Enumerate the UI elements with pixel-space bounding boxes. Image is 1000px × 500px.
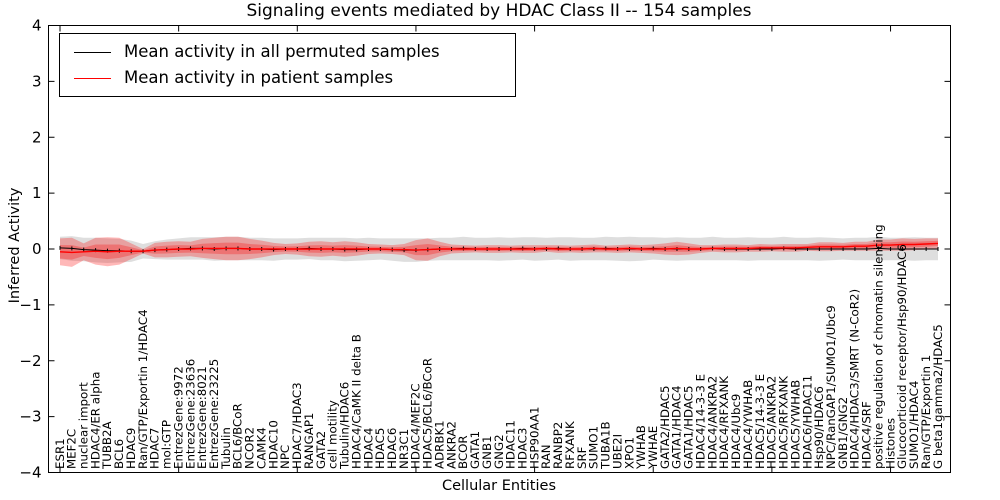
x-category-label: GATA1/HDAC5 (682, 386, 696, 470)
x-category-label: HDAC4/YWHAB (741, 380, 755, 469)
x-category-label: SUMO1 (587, 426, 601, 469)
chart-title: Signaling events mediated by HDAC Class … (246, 1, 752, 21)
x-axis-label: Cellular Entities (441, 478, 557, 494)
x-category-label: HDAC4 (361, 428, 375, 469)
x-category-label: RANGAP1 (302, 413, 316, 469)
y-axis-label: Inferred Activity (7, 187, 23, 304)
x-category-label: HDAC4/CaMK II delta B (349, 334, 363, 469)
x-category-label: ADRBK1 (432, 420, 446, 469)
x-category-label: GATA2/HDAC5 (658, 386, 672, 470)
x-category-label: RANBP2 (551, 422, 565, 469)
x-category-label: TUBB2A (100, 421, 114, 470)
x-category-label: HDAC6/HDAC11 (800, 375, 814, 469)
x-category-label: SRF (575, 446, 589, 469)
y-tick-label: −3 (19, 408, 41, 426)
x-category-label: HDAC3 (516, 428, 530, 469)
y-tick-label: −2 (19, 352, 41, 370)
legend-line-black-icon (74, 51, 111, 53)
legend: Mean activity in all permuted samples Me… (59, 33, 516, 97)
y-tick-label: 1 (32, 184, 42, 202)
x-category-label: RAN (539, 444, 553, 469)
x-category-label: GATA1/HDAC4 (670, 386, 684, 470)
legend-item-permuted: Mean activity in all permuted samples (60, 41, 515, 61)
y-tick-label: 0 (32, 240, 42, 258)
x-category-label: HDAC5/14-3-3 E (753, 374, 767, 469)
x-category-label: HDAC4/SRF (860, 401, 874, 469)
band-patient (60, 236, 938, 267)
y-tick-label: 4 (32, 17, 42, 35)
x-category-label: Ran/GTP/Exportin 1/HDAC4 (136, 309, 150, 469)
x-category-label: HDAC4/MEF2C (409, 384, 423, 470)
x-category-label: nuclear import (77, 382, 91, 469)
x-category-label: HDAC6 (385, 428, 399, 469)
x-category-label: NPC/RanGAP1/SUMO1/Ubc9 (824, 305, 838, 469)
x-category-label: Tubulin/HDAC6 (338, 382, 352, 470)
legend-label-permuted: Mean activity in all permuted samples (124, 41, 440, 61)
x-category-label: CAMK4 (254, 427, 268, 469)
x-category-label: HDAC5/ANKRA2 (765, 376, 779, 469)
x-category-label: NCOR2 (243, 427, 257, 469)
x-category-label: GATA1 (468, 431, 482, 469)
x-category-label: EntrezGene:8021 (195, 366, 209, 469)
x-category-label: HDAC4/14-3-3 E (693, 374, 707, 469)
legend-label-patient: Mean activity in patient samples (124, 67, 394, 87)
x-category-label: GNB1 (480, 435, 494, 469)
x-category-label: GNB1/GNG2 (836, 397, 850, 469)
x-category-label: HDAC9 (124, 428, 138, 469)
x-category-label: HDAC10 (266, 420, 280, 469)
x-category-label: EntrezGene:9972 (171, 366, 185, 469)
x-category-label: mol:GTP (160, 420, 174, 469)
x-category-label: HDAC4/ANKRA2 (705, 376, 719, 469)
x-category-label: EntrezGene:23636 (183, 359, 197, 469)
x-category-label: HDAC7/HDAC3 (290, 382, 304, 469)
x-category-label: ANKRA2 (444, 421, 458, 469)
x-category-label: HDAC4/RFXANK (717, 376, 731, 469)
x-category-label: HSP90AA1 (527, 407, 541, 469)
line-patient-mean (59, 242, 939, 254)
x-category-label: ESR1 (53, 438, 67, 469)
x-category-label: GNG2 (492, 434, 506, 469)
x-category-label: YWHAE (646, 426, 660, 470)
x-category-label: G beta1gamma2/HDAC5 (931, 324, 945, 469)
x-category-label: TUBA1B (599, 421, 613, 470)
y-tick-label: −4 (19, 464, 41, 482)
x-category-label: HDAC4/ER alpha (88, 372, 102, 469)
x-category-label: BCL6/BCoR (231, 403, 245, 469)
y-tick-label: 3 (32, 72, 42, 90)
x-category-label: RFXANK (563, 421, 577, 469)
legend-line-red-icon (74, 77, 111, 79)
x-category-label: cell motility (326, 400, 340, 469)
x-category-label: Ran/GTP/Exportin 1 (919, 355, 933, 469)
x-category-label: BCOR (456, 435, 470, 469)
y-tick-label: −1 (19, 296, 41, 314)
x-category-label: GATA2 (314, 431, 328, 469)
x-category-label: HDAC5 (373, 428, 387, 469)
x-category-label: Histones (883, 418, 897, 469)
x-category-label: Tubulin (219, 427, 233, 470)
x-category-label: HDAC5/BCL6/BCoR (421, 358, 435, 469)
x-category-label: UBE2I (610, 434, 624, 469)
x-category-label: HDAC7 (148, 428, 162, 469)
x-category-label: Glucocorticoid receptor/Hsp90/HDAC6 (895, 244, 909, 469)
x-category-label: NR3C1 (397, 429, 411, 469)
y-tick-label: 2 (32, 128, 42, 146)
x-category-label: HDAC4/HDAC3/SMRT (N-CoR2) (848, 289, 862, 469)
x-category-label: SUMO1/HDAC4 (907, 381, 921, 469)
x-category-label: EntrezGene:23225 (207, 359, 221, 469)
x-category-label: positive regulation of chromatin silenci… (871, 224, 885, 469)
x-category-label: NPC (278, 445, 292, 469)
x-category-label: XPO1 (622, 437, 636, 469)
x-category-label: HDAC5/YWHAB (788, 380, 802, 469)
x-category-label: HDAC5/RFXANK (777, 376, 791, 469)
x-category-label: YWHAB (634, 425, 648, 470)
x-category-label: Hsp90/HDAC6 (812, 386, 826, 469)
x-category-label: HDAC11 (504, 420, 518, 469)
x-category-label: BCL6 (112, 439, 126, 469)
legend-item-patient: Mean activity in patient samples (60, 67, 515, 87)
x-category-label: MEF2C (65, 429, 79, 469)
x-category-label: HDAC4/Ubc9 (729, 394, 743, 469)
